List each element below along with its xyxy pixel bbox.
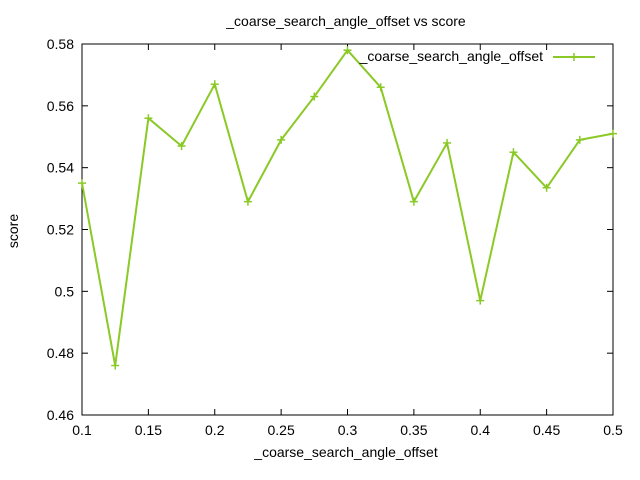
series-line [81, 49, 614, 367]
y-tick-label: 0.46 [47, 407, 74, 423]
data-point [177, 142, 186, 151]
x-tick-label: 0.3 [338, 422, 358, 438]
ticks-layer: 0.1 0.15 0.2 0.25 0.3 0.35 0.4 0.45 0.5 0.46 0.48 0… [47, 36, 623, 438]
data-point [78, 179, 86, 188]
data-point [144, 114, 153, 123]
data-point [343, 46, 352, 55]
x-tick-label: 0.1 [72, 422, 92, 438]
data-point [542, 183, 551, 192]
data-point [409, 197, 418, 206]
y-tick-label: 0.54 [47, 160, 74, 176]
y-axis-title: score [5, 214, 21, 248]
series-layer [78, 46, 617, 370]
data-point [443, 138, 452, 147]
data-point [509, 148, 518, 157]
x-tick-label: 0.15 [135, 422, 162, 438]
x-tick-label: 0.4 [471, 422, 491, 438]
y-tick-label: 0.58 [47, 36, 74, 52]
y-tick-label: 0.56 [47, 98, 74, 114]
x-axis-title: _coarse_search_angle_offset [253, 444, 438, 460]
plot-area-frame [81, 43, 614, 416]
legend-swatch-marker [570, 53, 578, 61]
data-point [111, 361, 120, 370]
data-point [376, 83, 385, 92]
data-point [609, 129, 617, 138]
data-point [575, 135, 584, 144]
x-tick-label: 0.25 [268, 422, 295, 438]
data-point [210, 80, 219, 89]
data-point [277, 135, 286, 144]
y-tick-label: 0.5 [55, 283, 75, 299]
legend-label: _coarse_search_angle_offset [359, 48, 544, 64]
y-tick-label: 0.48 [47, 345, 74, 361]
data-point [310, 92, 319, 101]
x-tick-label: 0.5 [603, 422, 623, 438]
data-point [476, 296, 485, 305]
legend: _coarse_search_angle_offset [359, 48, 595, 64]
chart-title: _coarse_search_angle_offset vs score [225, 13, 466, 29]
x-tick-label: 0.2 [205, 422, 225, 438]
legend-marker-plus [570, 53, 578, 61]
x-tick-label: 0.35 [400, 422, 427, 438]
x-tick-label: 0.45 [533, 422, 560, 438]
data-point [243, 197, 252, 206]
y-tick-label: 0.52 [47, 222, 74, 238]
